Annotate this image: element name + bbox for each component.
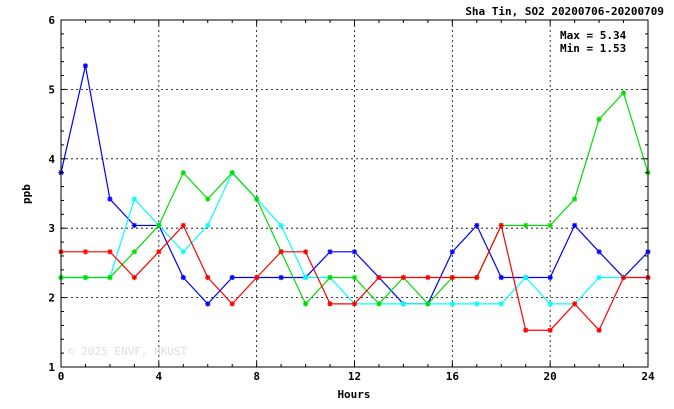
y-tick-label: 2 (48, 292, 55, 305)
y-tick-label: 4 (48, 153, 55, 166)
data-point (449, 301, 455, 307)
data-point (523, 222, 529, 229)
data-point (327, 249, 333, 255)
data-point (474, 301, 480, 307)
chart-title: Sha Tin, SO2 20200706-20200709 (465, 5, 664, 18)
data-point (254, 196, 260, 202)
data-point (82, 63, 89, 69)
data-point (131, 222, 137, 229)
x-tick-label: 16 (446, 370, 460, 383)
data-point (107, 274, 113, 281)
data-point (449, 274, 455, 281)
data-point (351, 301, 358, 307)
y-axis-label: ppb (20, 184, 33, 204)
data-point (107, 196, 113, 202)
data-point (523, 274, 529, 281)
data-point (278, 249, 284, 255)
series-0 (58, 63, 651, 307)
data-point (180, 222, 186, 229)
data-point (229, 170, 235, 176)
data-point (425, 301, 431, 307)
data-point (547, 222, 553, 229)
y-tick-label: 1 (48, 361, 55, 374)
data-point (278, 222, 284, 229)
data-point (254, 274, 260, 281)
watermark-layer: © 2025 ENVF, HKUST (68, 345, 188, 358)
data-point (82, 249, 89, 255)
y-tick-label: 5 (48, 83, 55, 96)
x-tick-label: 24 (641, 370, 655, 383)
data-point (107, 249, 113, 255)
data-point (351, 274, 358, 281)
data-point (596, 249, 602, 255)
data-point (572, 222, 578, 229)
data-point (327, 301, 333, 307)
data-point (131, 249, 137, 255)
data-point (547, 274, 553, 281)
data-point (572, 196, 578, 202)
x-tick-label: 4 (156, 370, 163, 383)
data-point (327, 274, 333, 281)
data-point (449, 249, 455, 255)
data-point (596, 116, 602, 122)
data-point (474, 222, 480, 229)
data-point (156, 222, 162, 229)
data-point (131, 274, 137, 281)
data-point (547, 327, 553, 333)
y-tick-label: 3 (48, 222, 55, 235)
data-point (180, 170, 186, 176)
min-annotation: Min = 1.53 (560, 42, 626, 55)
data-point (229, 274, 235, 281)
y-tick-label: 6 (48, 14, 55, 27)
data-point (302, 249, 309, 255)
data-point (82, 274, 89, 281)
data-point (376, 301, 382, 307)
series-line (61, 171, 648, 305)
data-point (131, 196, 137, 202)
data-point (156, 249, 162, 255)
data-point (498, 222, 504, 229)
max-annotation: Max = 5.34 (560, 29, 627, 42)
data-point (596, 327, 602, 333)
data-point (180, 274, 186, 281)
grid (61, 20, 648, 367)
data-point (400, 301, 407, 307)
series-line (61, 91, 649, 305)
x-tick-label: 20 (544, 370, 557, 383)
x-axis-label: Hours (337, 388, 370, 401)
data-point (572, 301, 578, 307)
series-2 (58, 90, 651, 307)
data-point (278, 274, 284, 281)
x-tick-label: 12 (348, 370, 361, 383)
x-tick-label: 8 (253, 370, 260, 383)
data-point (205, 222, 211, 229)
data-point (229, 301, 235, 307)
watermark: © 2025 ENVF, HKUST (68, 345, 188, 358)
data-point (205, 196, 211, 202)
data-point (620, 274, 627, 281)
data-point (523, 327, 529, 333)
plot-frame (60, 19, 649, 368)
data-point (400, 274, 407, 281)
data-point (302, 301, 309, 307)
data-point (596, 274, 602, 281)
data-point (351, 249, 358, 255)
data-point (547, 301, 553, 307)
data-point (425, 274, 431, 281)
data-point (205, 274, 211, 281)
stats-box: Max = 5.34 Min = 1.53 (560, 29, 627, 55)
series-layer (58, 63, 651, 333)
data-point (302, 274, 309, 281)
data-point (180, 249, 186, 255)
data-point (474, 274, 480, 281)
data-point (620, 90, 627, 96)
data-point (498, 301, 504, 307)
x-tick-label: 0 (58, 370, 65, 383)
data-point (498, 274, 504, 281)
data-point (205, 301, 211, 307)
data-point (376, 274, 382, 281)
